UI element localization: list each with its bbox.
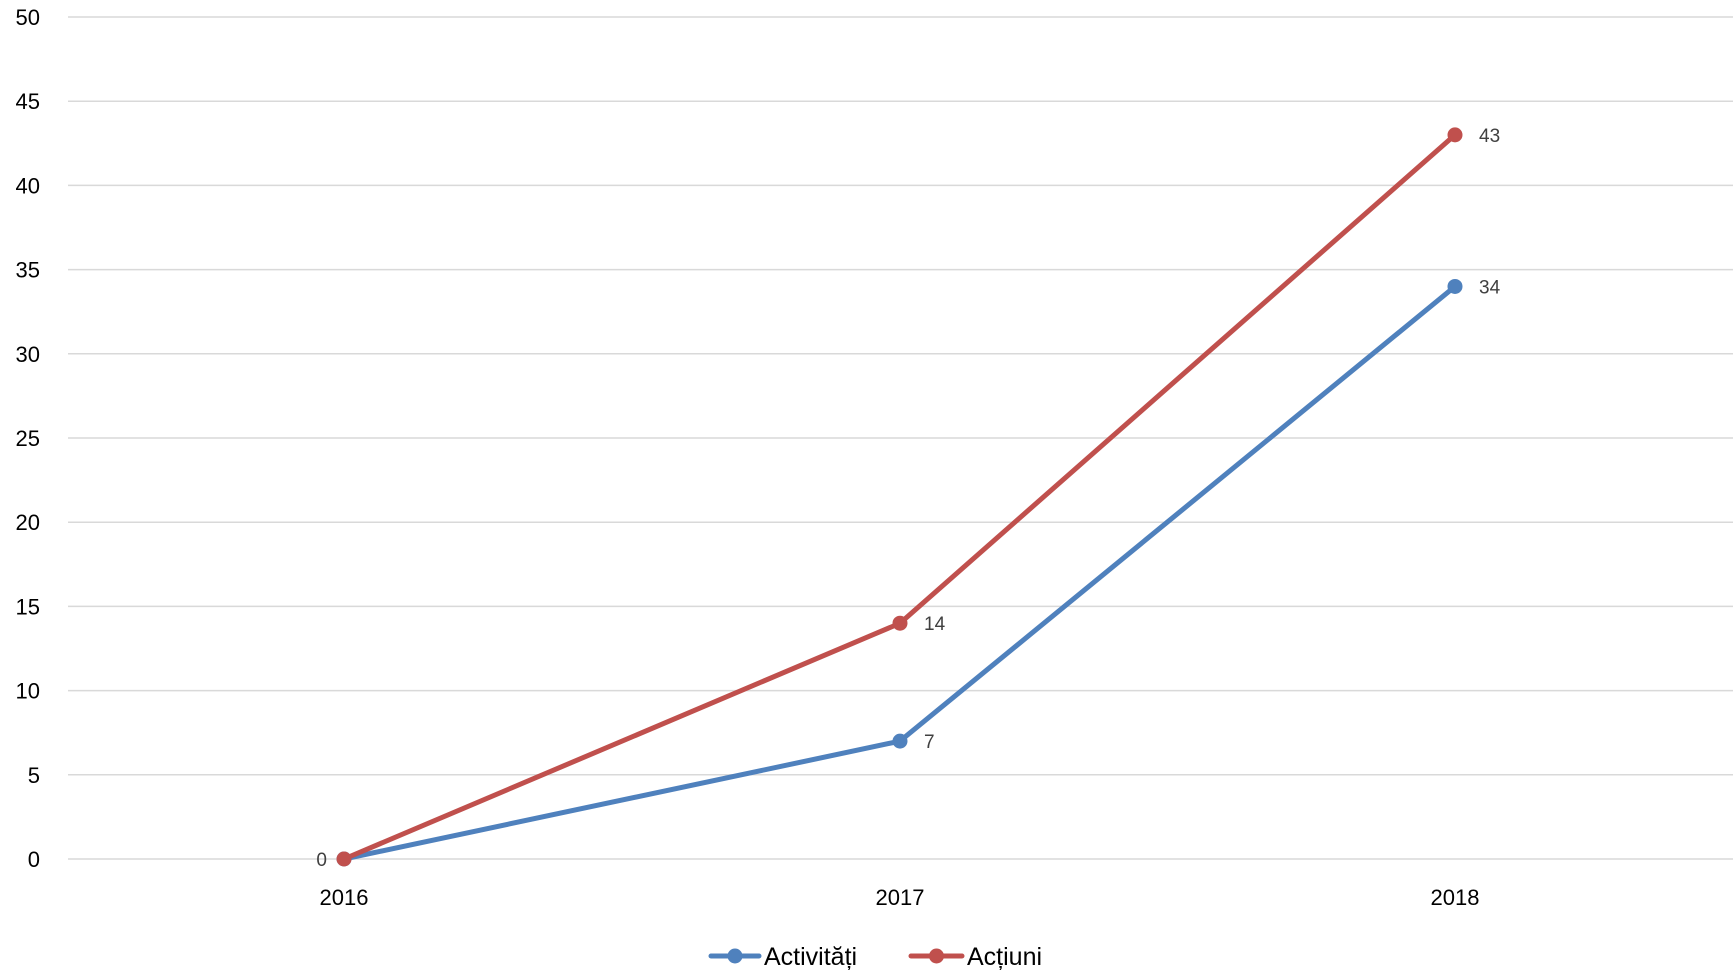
y-tick-label: 35 (16, 258, 40, 283)
data-label: 34 (1479, 277, 1501, 298)
x-tick-label: 2018 (1431, 885, 1480, 910)
legend: Activități Acțiuni (708, 943, 1042, 970)
y-tick-label: 20 (16, 510, 40, 535)
gridlines (68, 16, 1733, 860)
data-point (892, 615, 908, 631)
series-points (336, 127, 1463, 867)
legend-label: Acțiuni (967, 943, 1042, 970)
series-lines (341, 132, 1458, 862)
data-label: 7 (924, 732, 935, 753)
data-label: 43 (1479, 126, 1500, 147)
y-tick-label: 45 (16, 89, 40, 114)
data-point (1447, 127, 1463, 143)
y-tick-label: 50 (16, 5, 40, 30)
y-tick-label: 30 (16, 342, 40, 367)
y-tick-label: 10 (16, 679, 40, 704)
legend-swatch-marker (929, 948, 944, 964)
y-tick-label: 40 (16, 173, 40, 198)
y-tick-label: 5 (28, 763, 40, 788)
data-point (892, 733, 908, 749)
data-label: 0 (316, 850, 327, 871)
data-label: 14 (924, 614, 946, 635)
data-point (1447, 278, 1463, 294)
y-axis-tick-labels: 0 5 10 15 20 25 30 35 40 45 50 (16, 5, 40, 872)
legend-swatch-marker (727, 948, 743, 964)
y-tick-label: 25 (16, 426, 40, 451)
data-point (336, 851, 352, 867)
series-line (341, 283, 1458, 862)
x-tick-label: 2016 (320, 885, 369, 910)
x-tick-label: 2017 (876, 885, 925, 910)
x-axis-tick-labels: 2016 2017 2018 (320, 885, 1480, 910)
series-line (341, 132, 1458, 862)
y-tick-label: 0 (28, 847, 40, 872)
legend-label: Activități (764, 943, 857, 970)
data-labels: 7 34 0 14 43 (316, 126, 1500, 871)
y-tick-label: 15 (16, 594, 40, 619)
